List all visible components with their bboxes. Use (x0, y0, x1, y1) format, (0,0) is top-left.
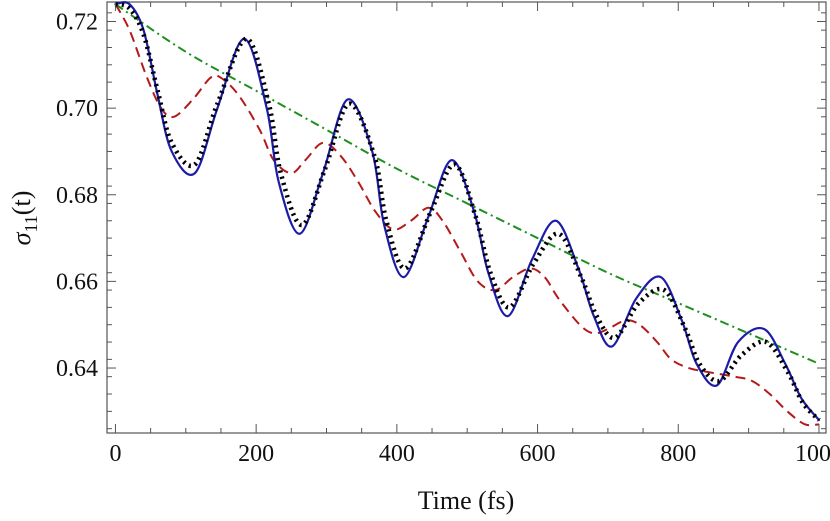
y-tick-label: 0.64 (56, 356, 98, 382)
x-tick-label: 600 (520, 441, 556, 467)
series-line-dotted (114, 1, 821, 422)
y-tick-label: 0.70 (56, 96, 98, 122)
plot-frame (106, 1, 827, 434)
y-axis-title-main: σ (7, 231, 36, 245)
x-tick-label: 400 (379, 441, 415, 467)
x-tick-label: 800 (660, 441, 696, 467)
series-line-solid (114, 1, 821, 422)
y-tick-label: 0.68 (56, 183, 98, 209)
y-axis-title: σ11(t) (7, 191, 41, 246)
x-tick-label: 200 (238, 441, 274, 467)
series-line-dashdot (114, 3, 820, 365)
y-tick-label: 0.66 (56, 269, 98, 295)
y-axis-title-subscript: 11 (21, 215, 41, 232)
x-tick-label: 0 (109, 441, 121, 467)
x-axis-title: Time (fs) (418, 486, 515, 515)
y-tick-label: 0.72 (56, 9, 98, 35)
y-axis-title-tail: (t) (7, 191, 36, 216)
series-layer (114, 1, 821, 427)
series-line-dashed (114, 3, 820, 427)
